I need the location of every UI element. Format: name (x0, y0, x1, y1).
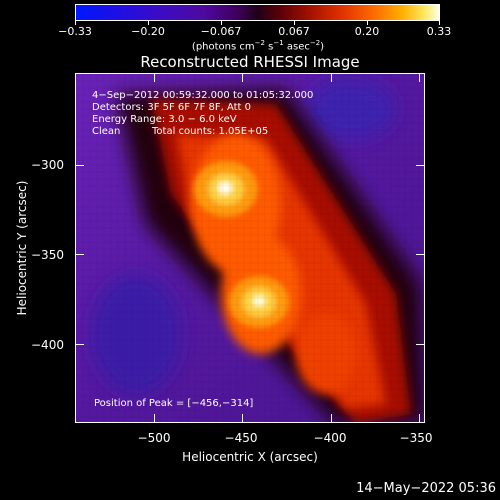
y-tick (416, 254, 424, 255)
colorbar-tick (294, 21, 295, 25)
colorbar (75, 4, 440, 21)
total-counts: Total counts: 1.05E+05 (152, 126, 269, 137)
detectors: Detectors: 3F 5F 6F 7F 8F, Att 0 (92, 102, 252, 113)
unit-part: s (264, 41, 274, 53)
unit-prefix: (photons cm (191, 41, 255, 53)
y-tick (76, 165, 84, 166)
method: Clean (92, 126, 121, 137)
unit-suffix: ) (320, 41, 325, 53)
x-tick (242, 414, 243, 422)
y-axis-label: Heliocentric Y (arcsec) (15, 180, 29, 316)
image-title: Reconstructed RHESSI Image (140, 53, 360, 71)
x-tick (154, 414, 155, 422)
unit-exponent: −1 (273, 39, 284, 47)
flare-image (76, 74, 424, 422)
colorbar-tick-label: 0.067 (278, 25, 310, 38)
colorbar-gradient (76, 5, 439, 20)
x-tick (154, 74, 155, 82)
colorbar-tick-label: 0.20 (354, 25, 380, 38)
y-tick (416, 344, 424, 345)
colorbar-tick (439, 21, 440, 25)
y-tick-label: −400 (31, 338, 64, 352)
colorbar-unit: (photons cm−2 s−1 asec−2) (192, 39, 324, 52)
x-axis-label: Heliocentric X (arcsec) (182, 450, 318, 464)
y-tick-label: −300 (31, 158, 64, 172)
colorbar-tick (148, 21, 149, 25)
x-tick (331, 414, 332, 422)
x-tick-label: −350 (399, 431, 433, 445)
colorbar-tick-label: −0.20 (131, 25, 165, 38)
colorbar-tick (75, 21, 76, 25)
y-tick (416, 165, 424, 166)
x-tick-label: −450 (224, 431, 258, 445)
image-plot: 4−Sep−2012 00:59:32.000 to 01:05:32.000 … (75, 73, 425, 423)
x-tick (331, 74, 332, 82)
unit-exponent: −2 (254, 39, 265, 47)
peak-position: Position of Peak = [−456,−314] (94, 398, 254, 409)
colorbar-tick-label: 0.33 (426, 25, 452, 38)
energy-range: Energy Range: 3.0 − 6.0 keV (92, 114, 237, 125)
unit-exponent: −2 (309, 39, 321, 47)
colorbar-tick-label: −0.33 (58, 25, 92, 38)
colorbar-tick (367, 21, 368, 25)
x-tick (242, 74, 243, 82)
x-tick (419, 74, 420, 82)
x-tick (419, 414, 420, 422)
y-tick (76, 344, 84, 345)
time-range: 4−Sep−2012 00:59:32.000 to 01:05:32.000 (92, 90, 314, 101)
x-tick-label: −400 (313, 431, 347, 445)
colorbar-tick (221, 21, 222, 25)
colorbar-tick-label: −0.067 (200, 25, 242, 38)
x-tick-label: −500 (137, 431, 171, 445)
unit-part: asec (283, 41, 310, 53)
timestamp: 14−May−2022 05:36 (356, 481, 496, 496)
y-tick-label: −350 (31, 248, 64, 262)
y-tick (76, 254, 84, 255)
